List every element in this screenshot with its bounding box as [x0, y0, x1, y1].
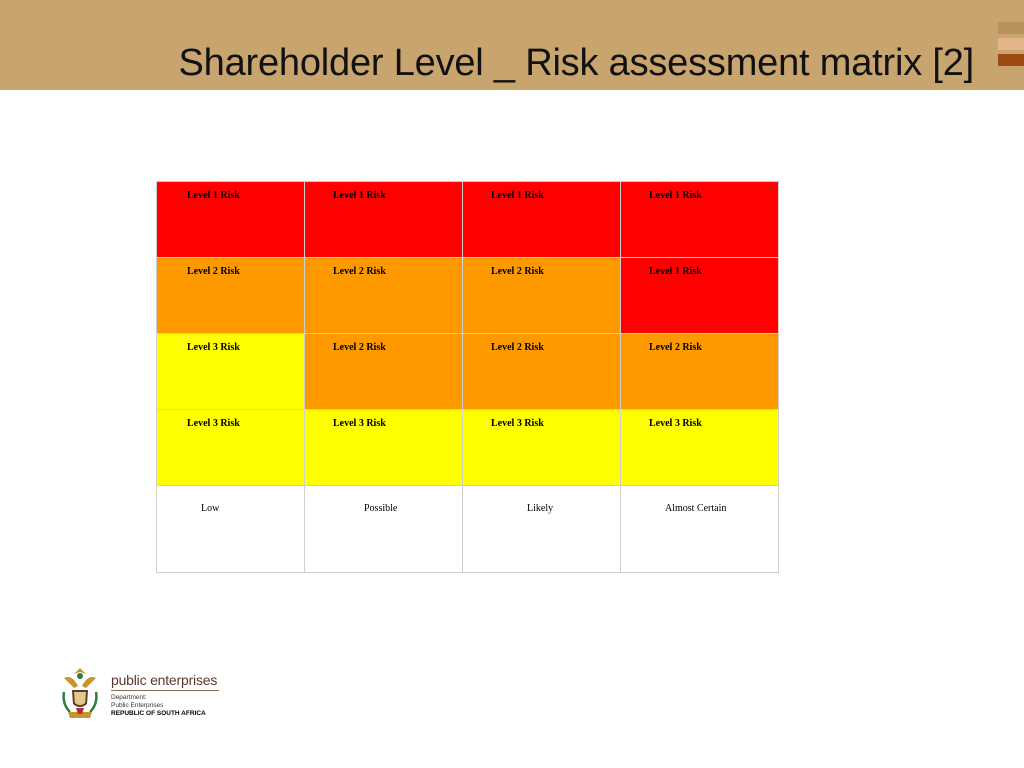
likelihood-label: Possible [364, 503, 398, 514]
likelihood-cell: Low [156, 485, 305, 573]
risk-label: Level 2 Risk [333, 342, 386, 353]
matrix-cell: Level 2 Risk [620, 333, 779, 410]
matrix-cell: Level 3 Risk [156, 333, 305, 410]
risk-label: Level 3 Risk [187, 342, 240, 353]
matrix-cell: Level 2 Risk [156, 257, 305, 334]
risk-label: Level 1 Risk [649, 190, 702, 201]
matrix-cell: Level 3 Risk [462, 409, 621, 486]
matrix-cell: Level 1 Risk [620, 181, 779, 258]
likelihood-cell: Likely [462, 485, 621, 573]
coat-of-arms-icon [62, 668, 98, 718]
risk-label: Level 3 Risk [187, 418, 240, 429]
likelihood-cell: Almost Certain [620, 485, 779, 573]
matrix-cell: Level 1 Risk [304, 181, 463, 258]
risk-label: Level 2 Risk [491, 266, 544, 277]
risk-label: Level 3 Risk [649, 418, 702, 429]
department-logo: public enterprises Department: Public En… [58, 664, 233, 724]
risk-label: Level 1 Risk [491, 190, 544, 201]
risk-label: Level 2 Risk [333, 266, 386, 277]
brand-line-public-enterprises: Public Enterprises [111, 702, 164, 709]
matrix-cell: Level 3 Risk [156, 409, 305, 486]
stripe-3 [998, 54, 1024, 66]
brand-line-republic: REPUBLIC OF SOUTH AFRICA [111, 710, 206, 717]
brand-line-department: Department: [111, 694, 147, 701]
stripe-1 [998, 22, 1024, 34]
likelihood-label: Likely [527, 503, 554, 514]
matrix-row-4: Level 3 Risk Level 3 Risk Level 3 Risk L… [156, 409, 779, 486]
likelihood-label: Almost Certain [665, 503, 727, 514]
likelihood-row: Low Possible Likely Almost Certain [156, 485, 779, 573]
stripe-2 [998, 38, 1024, 50]
risk-label: Level 1 Risk [187, 190, 240, 201]
brand-name: public enterprises [111, 672, 218, 688]
matrix-row-3: Level 3 Risk Level 2 Risk Level 2 Risk L… [156, 333, 779, 410]
matrix-row-2: Level 2 Risk Level 2 Risk Level 2 Risk L… [156, 257, 779, 334]
matrix-row-1: Level 1 Risk Level 1 Risk Level 1 Risk L… [156, 181, 779, 258]
corner-stripes [998, 22, 1024, 70]
risk-label: Level 1 Risk [333, 190, 386, 201]
risk-label: Level 2 Risk [491, 342, 544, 353]
risk-label: Level 3 Risk [491, 418, 544, 429]
brand-block: public enterprises Department: Public En… [111, 672, 219, 718]
matrix-cell: Level 1 Risk [620, 257, 779, 334]
matrix-cell: Level 2 Risk [304, 257, 463, 334]
slide-title: Shareholder Level _ Risk assessment matr… [178, 42, 975, 84]
header-band [0, 0, 1024, 90]
risk-label: Level 1 Risk [649, 266, 702, 277]
likelihood-cell: Possible [304, 485, 463, 573]
matrix-cell: Level 3 Risk [620, 409, 779, 486]
matrix-cell: Level 1 Risk [156, 181, 305, 258]
matrix-cell: Level 2 Risk [304, 333, 463, 410]
risk-label: Level 3 Risk [333, 418, 386, 429]
risk-matrix: Level 1 Risk Level 1 Risk Level 1 Risk L… [156, 181, 779, 573]
likelihood-label: Low [201, 503, 220, 514]
matrix-cell: Level 3 Risk [304, 409, 463, 486]
matrix-cell: Level 2 Risk [462, 257, 621, 334]
risk-label: Level 2 Risk [187, 266, 240, 277]
brand-rule [111, 690, 219, 691]
matrix-cell: Level 1 Risk [462, 181, 621, 258]
risk-label: Level 2 Risk [649, 342, 702, 353]
matrix-cell: Level 2 Risk [462, 333, 621, 410]
